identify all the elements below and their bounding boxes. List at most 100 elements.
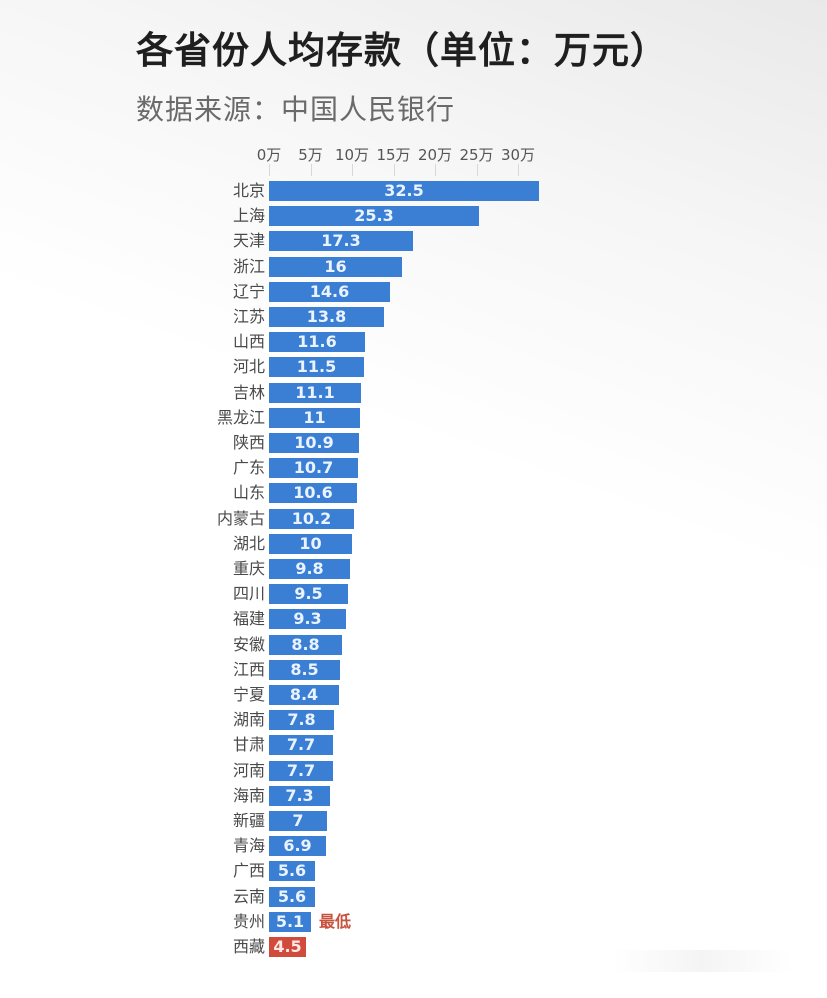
bar: 8.4 bbox=[269, 685, 339, 705]
bar-row: 福建 9.3 bbox=[0, 608, 827, 630]
category-label: 安徽 bbox=[232, 634, 265, 654]
category-label: 河南 bbox=[232, 760, 265, 780]
category-label: 重庆 bbox=[232, 559, 265, 578]
category-label: 贵州 bbox=[232, 911, 265, 931]
bar: 14.6 bbox=[269, 281, 390, 302]
bar-row: 辽宁 14.6 bbox=[0, 281, 827, 303]
bar-row: 四川 9.5 bbox=[0, 583, 827, 605]
bar: 9.8 bbox=[269, 559, 350, 579]
x-tick-label: 30万 bbox=[500, 146, 536, 164]
category-label: 海南 bbox=[232, 785, 265, 805]
category-label: 四川 bbox=[232, 584, 265, 604]
bar: 10 bbox=[269, 533, 352, 554]
category-label: 江西 bbox=[232, 659, 265, 679]
bar-row: 湖北 10 bbox=[0, 533, 827, 555]
x-tick-label: 0万 bbox=[256, 146, 282, 164]
bar: 5.6 bbox=[269, 886, 315, 907]
watermark bbox=[612, 950, 792, 972]
bar: 7.7 bbox=[269, 760, 333, 781]
chart-subtitle: 数据来源：中国人民银行 bbox=[136, 93, 456, 126]
category-label: 福建 bbox=[232, 609, 265, 629]
bar: 5.1 bbox=[269, 911, 311, 932]
bar-row: 广西 5.6 bbox=[0, 860, 827, 882]
bar: 11.6 bbox=[269, 332, 365, 353]
category-label: 上海 bbox=[232, 206, 265, 226]
bar-row: 吉林 11.1 bbox=[0, 382, 827, 404]
x-tick-mark bbox=[476, 164, 478, 176]
bar-row: 内蒙古 10.2 bbox=[0, 508, 827, 530]
x-tick-label: 10万 bbox=[334, 146, 370, 164]
bar-row: 上海 25.3 bbox=[0, 205, 827, 227]
bar-row: 湖南 7.8 bbox=[0, 709, 827, 731]
category-label: 江苏 bbox=[232, 307, 265, 326]
bar: 25.3 bbox=[269, 206, 479, 227]
bar: 7 bbox=[269, 811, 327, 831]
category-label: 新疆 bbox=[232, 811, 265, 830]
bar-row: 重庆 9.8 bbox=[0, 558, 827, 580]
category-label: 内蒙古 bbox=[216, 508, 265, 528]
bar-row: 天津 17.3 bbox=[0, 230, 827, 252]
bar: 4.5 bbox=[269, 937, 306, 957]
category-label: 宁夏 bbox=[232, 685, 265, 704]
x-tick-label: 25万 bbox=[459, 146, 494, 164]
bar: 13.8 bbox=[269, 307, 384, 327]
chart-title: 各省份人均存款（单位：万元） bbox=[136, 29, 668, 72]
bar: 32.5 bbox=[269, 181, 539, 201]
bar-row: 云南 5.6 bbox=[0, 886, 827, 908]
category-label: 青海 bbox=[232, 836, 265, 856]
bar: 6.9 bbox=[269, 836, 326, 857]
category-label: 湖北 bbox=[232, 533, 265, 553]
bar-row: 贵州 5.1 最低 bbox=[0, 911, 827, 933]
bar-row: 安徽 8.8 bbox=[0, 634, 827, 656]
bar: 10.9 bbox=[269, 433, 359, 453]
category-label: 吉林 bbox=[232, 382, 265, 402]
bar-row: 河北 11.5 bbox=[0, 356, 827, 378]
bar-row: 宁夏 8.4 bbox=[0, 684, 827, 706]
category-label: 山西 bbox=[232, 332, 265, 352]
x-tick-mark bbox=[393, 164, 395, 176]
bar: 7.8 bbox=[269, 710, 334, 731]
bar-row: 山西 11.6 bbox=[0, 331, 827, 353]
category-label: 浙江 bbox=[232, 256, 265, 276]
bar: 16 bbox=[269, 256, 402, 277]
bar-row: 青海 6.9 bbox=[0, 835, 827, 857]
bar: 10.6 bbox=[269, 483, 357, 504]
category-label: 湖南 bbox=[232, 710, 265, 730]
category-label: 西藏 bbox=[232, 937, 265, 956]
bar: 8.8 bbox=[269, 634, 342, 655]
bar-row: 黑龙江 11 bbox=[0, 407, 827, 429]
bar: 10.2 bbox=[269, 508, 354, 529]
bar: 9.3 bbox=[269, 609, 346, 630]
bar: 11.1 bbox=[269, 382, 361, 403]
bar-row: 新疆 7 bbox=[0, 810, 827, 832]
bar-row: 西藏 4.5 bbox=[0, 936, 827, 958]
bar: 5.6 bbox=[269, 861, 315, 882]
x-tick-mark bbox=[269, 164, 270, 176]
bar-row: 山东 10.6 bbox=[0, 482, 827, 504]
bar: 8.5 bbox=[269, 659, 340, 680]
x-tick-mark bbox=[352, 164, 353, 176]
x-tick-label: 15万 bbox=[376, 146, 411, 164]
category-label: 甘肃 bbox=[232, 735, 265, 755]
bar: 7.3 bbox=[269, 785, 330, 806]
bar-row: 江苏 13.8 bbox=[0, 306, 827, 328]
bar-row: 广东 10.7 bbox=[0, 457, 827, 479]
bar-row: 北京 32.5 bbox=[0, 180, 827, 202]
x-tick-label: 20万 bbox=[417, 146, 453, 164]
bar: 7.7 bbox=[269, 735, 333, 756]
category-label: 黑龙江 bbox=[216, 407, 265, 427]
category-label: 云南 bbox=[232, 886, 265, 906]
category-label: 山东 bbox=[232, 483, 265, 503]
category-label: 天津 bbox=[232, 231, 265, 251]
x-tick-mark bbox=[518, 164, 519, 176]
bar: 11 bbox=[269, 407, 360, 428]
bar-row: 浙江 16 bbox=[0, 256, 827, 278]
x-axis: 0万 5万 10万 15万 20万 25万 30万 bbox=[0, 0, 827, 180]
x-tick-label: 5万 bbox=[298, 146, 323, 164]
category-label: 辽宁 bbox=[232, 281, 265, 301]
category-label: 北京 bbox=[232, 181, 265, 200]
bar-row: 海南 7.3 bbox=[0, 785, 827, 807]
category-label: 河北 bbox=[232, 357, 265, 377]
annotation-lowest: 最低 bbox=[319, 911, 352, 931]
bar: 10.7 bbox=[269, 458, 358, 479]
